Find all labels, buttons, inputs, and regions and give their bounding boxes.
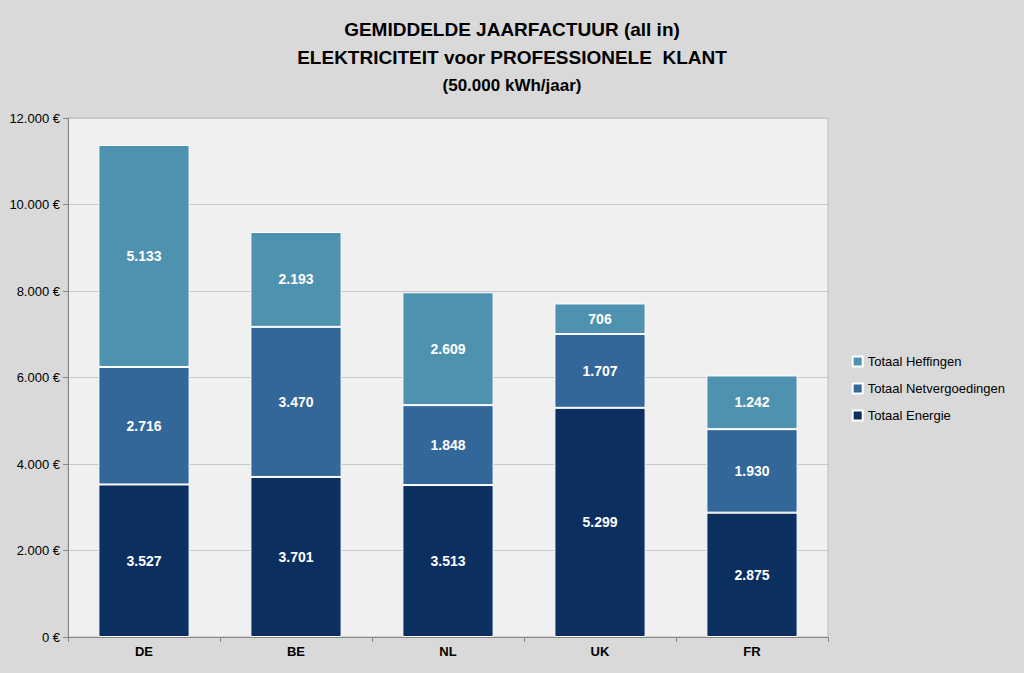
svg-text:GEMIDDELDE JAARFACTUUR (all in: GEMIDDELDE JAARFACTUUR (all in) [344,19,680,40]
svg-text:12.000 €: 12.000 € [9,111,60,126]
svg-text:6.000 €: 6.000 € [17,370,61,385]
svg-text:4.000 €: 4.000 € [17,457,61,472]
svg-text:FR: FR [743,644,761,659]
svg-text:Totaal Energie: Totaal Energie [868,408,951,423]
svg-text:Totaal Netvergoedingen: Totaal Netvergoedingen [868,381,1005,396]
svg-text:2.000 €: 2.000 € [17,543,61,558]
svg-text:8.000 €: 8.000 € [17,284,61,299]
svg-text:1.930: 1.930 [734,463,769,479]
svg-text:3.470: 3.470 [278,394,313,410]
svg-text:2.193: 2.193 [278,271,313,287]
svg-text:2.875: 2.875 [734,567,769,583]
svg-text:1.848: 1.848 [430,437,465,453]
svg-text:5.299: 5.299 [582,514,617,530]
svg-text:BE: BE [287,644,305,659]
svg-text:0 €: 0 € [42,630,61,645]
svg-text:706: 706 [588,311,612,327]
svg-text:(50.000 kWh/jaar): (50.000 kWh/jaar) [443,76,582,95]
svg-text:3.513: 3.513 [430,553,465,569]
svg-text:NL: NL [439,644,456,659]
svg-text:UK: UK [591,644,610,659]
svg-text:1.242: 1.242 [734,394,769,410]
svg-text:DE: DE [135,644,153,659]
svg-text:2.609: 2.609 [430,341,465,357]
svg-text:2.716: 2.716 [126,418,161,434]
svg-text:3.701: 3.701 [278,549,313,565]
svg-text:3.527: 3.527 [126,553,161,569]
svg-text:1.707: 1.707 [582,363,617,379]
svg-text:5.133: 5.133 [126,248,161,264]
svg-text:Totaal Heffingen: Totaal Heffingen [868,354,962,369]
svg-text:10.000 €: 10.000 € [9,197,60,212]
svg-text:ELEKTRICITEIT voor PROFESSIONE: ELEKTRICITEIT voor PROFESSIONELE KLANT [297,47,727,68]
